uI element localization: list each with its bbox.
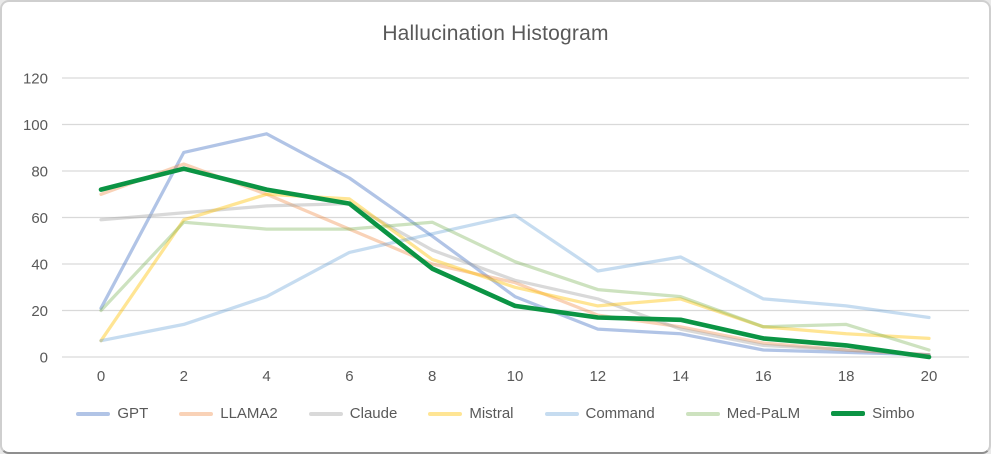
- chart-title: Hallucination Histogram: [382, 22, 609, 45]
- legend-label: Command: [585, 405, 655, 422]
- legend-swatch-claude: [308, 411, 343, 416]
- x-axis-tick-label: 0: [97, 368, 105, 385]
- legend-swatch-command: [544, 411, 579, 416]
- x-axis-tick-label: 10: [507, 368, 524, 385]
- chart-legend: GPT LLAMA2 Claude Mistral Command Med-PaLM Sim…: [2, 405, 989, 422]
- legend-label: GPT: [117, 405, 149, 422]
- x-axis-tick-label: 2: [180, 368, 188, 385]
- x-axis-tick-label: 12: [589, 368, 606, 385]
- legend-label: Simbo: [872, 405, 915, 422]
- x-axis-tick-label: 16: [755, 368, 772, 385]
- y-axis-tick-label: 120: [23, 71, 48, 88]
- x-axis-tick-label: 20: [921, 368, 938, 385]
- x-axis-tick-label: 4: [262, 368, 270, 385]
- series-line-med-palm: [99, 220, 931, 352]
- gridlines: [62, 77, 969, 358]
- y-axis-tick-label: 100: [23, 117, 48, 134]
- legend-swatch-mistral: [428, 411, 463, 416]
- legend-swatch-llama2: [179, 411, 214, 416]
- x-axis-tick-labels: 0 2 4 6 8 10 12 14 16 18 20: [97, 368, 938, 385]
- legend-swatch-simbo: [831, 411, 866, 416]
- y-axis-tick-label: 20: [31, 303, 48, 320]
- x-axis-tick-label: 6: [345, 368, 353, 385]
- series-line-simbo: [98, 166, 932, 360]
- legend-label: LLAMA2: [220, 405, 278, 422]
- legend-item-llama2: LLAMA2: [179, 405, 278, 422]
- series-line-gpt: [99, 132, 931, 357]
- y-axis-tick-label: 80: [31, 164, 48, 181]
- y-axis-tick-label: 40: [31, 257, 48, 274]
- y-axis-tick-label: 60: [31, 210, 48, 227]
- legend-label: Med-PaLM: [726, 405, 801, 422]
- y-axis-tick-label: 0: [40, 350, 48, 367]
- series-line-command: [99, 213, 931, 343]
- x-axis-tick-label: 8: [428, 368, 436, 385]
- y-axis-tick-labels: 0 20 40 60 80 100 120: [23, 71, 48, 367]
- legend-swatch-gpt: [76, 411, 111, 416]
- x-axis-tick-label: 14: [672, 368, 689, 385]
- series-line-mistral: [99, 192, 931, 343]
- legend-label: Claude: [349, 405, 398, 422]
- legend-swatch-med-palm: [685, 411, 720, 416]
- legend-item-gpt: GPT: [76, 405, 148, 422]
- legend-label: Mistral: [469, 405, 514, 422]
- series-line-claude: [99, 201, 931, 357]
- legend-item-claude: Claude: [308, 405, 398, 422]
- x-axis-tick-label: 18: [838, 368, 855, 385]
- legend-item-simbo: Simbo: [831, 405, 915, 422]
- legend-item-mistral: Mistral: [428, 405, 514, 422]
- legend-item-med-palm: Med-PaLM: [685, 405, 801, 422]
- legend-item-command: Command: [544, 405, 655, 422]
